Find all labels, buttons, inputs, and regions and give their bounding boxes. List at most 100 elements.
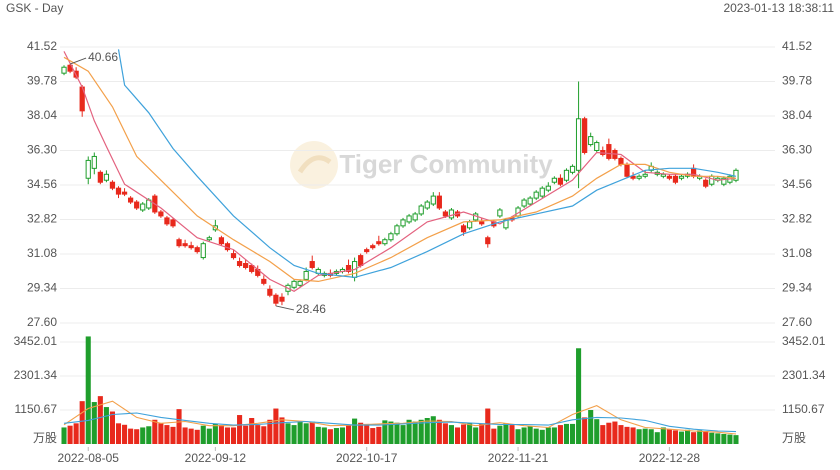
candle-body [243, 263, 249, 268]
volume-bar [509, 425, 515, 444]
volume-bar [279, 417, 285, 444]
volume-bar [85, 336, 91, 444]
volume-bar [249, 417, 255, 444]
timestamp: 2023-01-13 18:38:11 [723, 1, 834, 15]
y-tick-label: 38.04 [27, 108, 57, 122]
candle-body [158, 211, 164, 217]
y-tick-label: 39.78 [27, 74, 57, 88]
candle-body [672, 175, 679, 183]
x-tick-label: 2022-08-05 [58, 451, 120, 465]
volume-bar [497, 425, 503, 444]
candle-body [406, 215, 412, 223]
volume-bar [576, 348, 582, 444]
x-tick-label: 2022-11-21 [488, 451, 549, 465]
volume-bar [243, 425, 249, 444]
volume-bar [370, 428, 376, 444]
candle-body [721, 177, 727, 185]
candle-body [358, 255, 364, 267]
volume-bar [146, 426, 152, 444]
candle-body [218, 237, 225, 245]
volume-bar [285, 423, 291, 444]
candle-body [582, 118, 588, 153]
volume-bar [388, 421, 394, 444]
candle-body [170, 219, 176, 227]
volume-bar [303, 423, 309, 444]
volume-bar [715, 433, 721, 444]
volume-bar [545, 427, 551, 444]
volume-bar [321, 427, 327, 444]
candle-body [85, 159, 91, 179]
volume-bar [521, 427, 527, 444]
candle-body [176, 239, 182, 247]
candle-body [569, 165, 576, 173]
volume-bar [600, 425, 606, 444]
candle-body [588, 136, 594, 146]
volume-bar [606, 422, 612, 444]
candle-body [527, 197, 533, 205]
candle-body [618, 157, 624, 165]
volume-bar [685, 429, 691, 444]
candle-body [97, 171, 103, 183]
volume-bar [515, 429, 521, 444]
volume-bar [352, 418, 358, 444]
volume-tick-label: 1150.67 [15, 402, 58, 416]
candle-body [606, 144, 612, 159]
volume-bar [376, 426, 382, 444]
watermark: Tiger Community [339, 149, 553, 179]
volume-bar [672, 430, 678, 444]
volume-tick-label-right: 1150.67 [782, 402, 825, 416]
volume-bar [237, 415, 243, 444]
candle-body [442, 211, 449, 217]
high-label: 40.66 [88, 50, 118, 64]
volume-bar [400, 425, 406, 444]
y-tick-label-right: 36.30 [782, 143, 812, 157]
volume-bar [182, 427, 188, 444]
volume-bar [194, 429, 200, 444]
volume-tick-label-right: 3452.01 [782, 334, 826, 348]
volume-bar [485, 408, 491, 444]
candle-body [291, 280, 297, 288]
volume-bar [666, 429, 672, 444]
candle-body [430, 195, 436, 205]
candle-body [200, 243, 206, 259]
volume-bar [727, 434, 733, 444]
volume-bar [79, 401, 85, 444]
volume-tick-label: 2301.34 [14, 368, 58, 382]
volume-bar [291, 425, 297, 444]
candle-body [624, 163, 630, 177]
volume-bar [394, 422, 400, 444]
volume-bar [103, 407, 109, 444]
volume-bar [134, 429, 140, 444]
candle-body [557, 177, 564, 185]
volume-bar [642, 428, 648, 444]
volume-unit: 万股 [33, 431, 57, 445]
candle-body [182, 243, 188, 247]
candle-body [575, 118, 582, 171]
volume-bar [152, 419, 158, 444]
volume-bar [703, 430, 709, 444]
volume-bar [158, 423, 164, 444]
volume-bar [569, 423, 576, 444]
volume-bar [382, 420, 388, 444]
candle-body [297, 280, 303, 286]
volume-bar [691, 432, 697, 444]
y-tick-label: 41.52 [27, 39, 57, 53]
candle-body [660, 173, 666, 177]
candle-body [236, 261, 243, 267]
volume-bar [533, 428, 539, 444]
volume-bar [327, 429, 333, 444]
volume-bar [122, 424, 128, 444]
symbol-title: GSK - Day [6, 1, 63, 15]
volume-bar [140, 427, 146, 444]
y-tick-label-right: 27.60 [782, 315, 812, 329]
volume-bar [582, 417, 588, 444]
candle-body [303, 270, 309, 280]
moving-average-line [63, 51, 737, 292]
y-tick-label-right: 39.78 [782, 74, 812, 88]
candle-body [418, 205, 424, 215]
volume-bar [503, 423, 509, 444]
volume-bar [188, 428, 194, 444]
volume-bar [309, 421, 315, 444]
candle-body [140, 203, 146, 211]
candle-body [188, 245, 194, 249]
